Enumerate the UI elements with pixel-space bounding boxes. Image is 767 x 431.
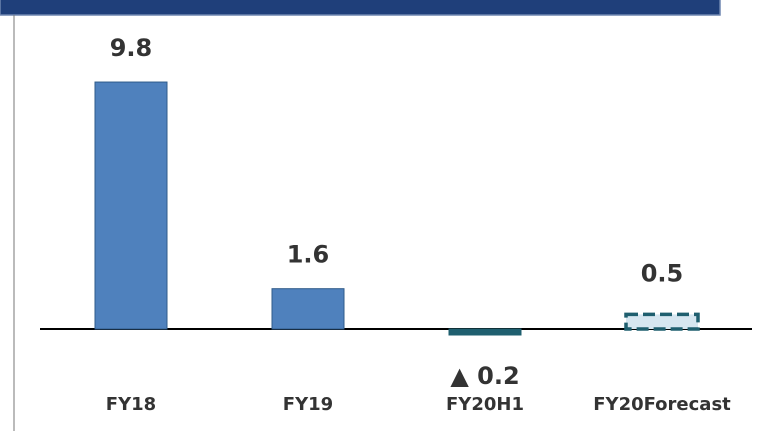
x-tick-label: FY19 — [283, 394, 333, 415]
bar — [271, 288, 345, 330]
x-tick-label: FY20H1 — [446, 394, 524, 415]
value-label: 0.5 — [641, 259, 684, 287]
bar — [624, 312, 700, 331]
value-label: 9.8 — [110, 34, 153, 62]
bar — [448, 328, 522, 336]
value-label: 1.6 — [287, 241, 330, 269]
title-banner — [0, 0, 721, 16]
value-label: ▲ 0.2 — [450, 362, 519, 390]
x-tick-label: FY18 — [106, 394, 156, 415]
x-tick-label: FY20Forecast — [593, 394, 731, 415]
bar — [94, 81, 168, 330]
